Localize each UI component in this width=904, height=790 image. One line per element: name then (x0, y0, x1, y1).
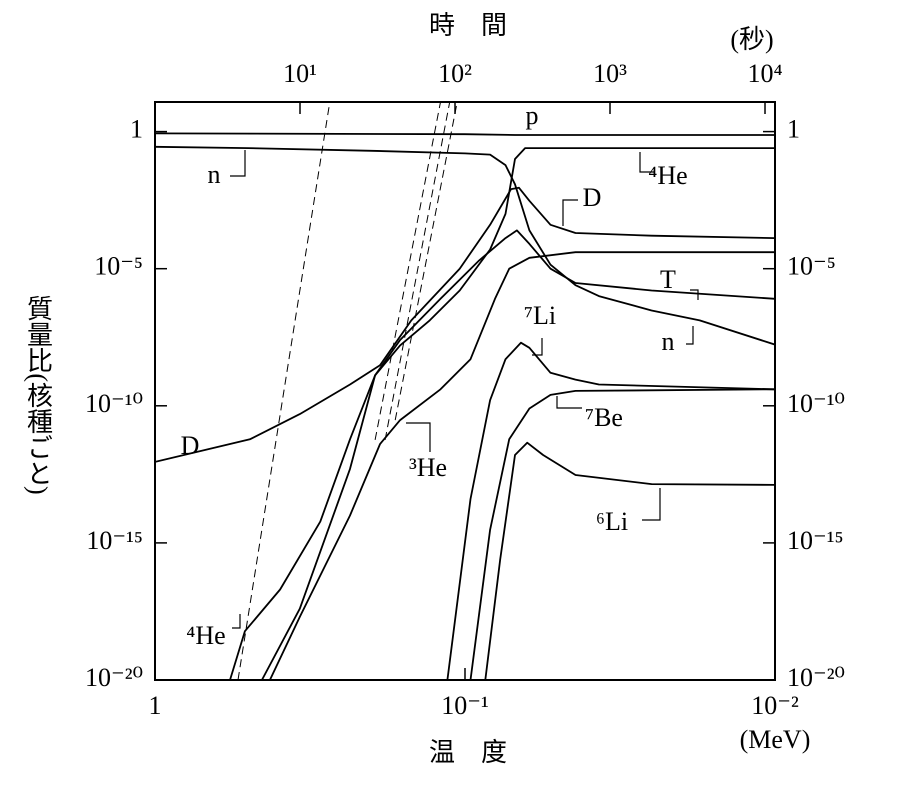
guide-line (374, 102, 441, 440)
series-line (229, 147, 775, 680)
series-line (446, 341, 775, 680)
x-unit: (MeV) (740, 725, 811, 754)
series-line (269, 251, 775, 680)
label-leader (686, 326, 694, 345)
x2-tick-label: 10¹ (283, 59, 317, 88)
series-label: D (583, 183, 602, 212)
y-tick-label: 10⁻¹⁰ (85, 389, 143, 418)
label-leader (556, 396, 582, 409)
y2-tick-label: 10⁻¹⁰ (787, 389, 845, 418)
series-label: ⁴He (648, 161, 687, 190)
label-leader (232, 614, 241, 629)
guide-line (394, 102, 458, 421)
x2-tick-label: 10³ (593, 59, 627, 88)
series-line (261, 229, 775, 680)
x-tick-label: 10⁻² (751, 691, 799, 720)
label-leader (406, 422, 431, 452)
series-label: n (662, 327, 675, 356)
series-label: ⁷Li (524, 301, 556, 330)
x2-tick-label: 10⁴ (747, 59, 782, 88)
series-label: n (208, 160, 221, 189)
label-leader (562, 199, 578, 226)
x-tick-label: 10⁻¹ (441, 691, 489, 720)
series-label: ⁴He (186, 621, 225, 650)
series-label: ³He (409, 453, 447, 482)
series-label: ⁶Li (596, 507, 628, 536)
y-tick-label: 10⁻¹⁵ (86, 526, 143, 555)
y2-tick-label: 10⁻¹⁵ (787, 526, 844, 555)
series-line (155, 145, 775, 346)
y2-tick-label: 1 (787, 115, 800, 144)
label-leader (690, 289, 699, 300)
label-leader (532, 338, 543, 356)
guide-line (237, 102, 331, 680)
label-leader (639, 152, 655, 173)
x-tick-label: 1 (149, 691, 162, 720)
x-axis-label: 温 度 (429, 738, 507, 767)
x2-tick-label: 10² (438, 59, 472, 88)
y2-tick-label: 10⁻²⁰ (787, 663, 845, 692)
series-label: ⁷Be (585, 403, 623, 432)
x2-unit: (秒) (730, 25, 773, 54)
series-line (469, 388, 775, 680)
series-line (484, 441, 775, 680)
series-label: p (526, 101, 539, 130)
y-tick-label: 10⁻²⁰ (85, 663, 143, 692)
series-line (155, 186, 775, 463)
chart-title: 時 間 (429, 11, 507, 40)
series-label: T (660, 265, 676, 294)
y-axis-label: 質量比(核種ごと) (24, 295, 53, 494)
label-leader (230, 150, 246, 177)
series-line (155, 132, 775, 136)
y-tick-label: 10⁻⁵ (94, 252, 143, 281)
y-tick-label: 1 (130, 115, 143, 144)
series-label: D (181, 431, 200, 460)
guide-line (384, 102, 451, 440)
label-leader (642, 488, 661, 521)
y2-tick-label: 10⁻⁵ (787, 252, 836, 281)
